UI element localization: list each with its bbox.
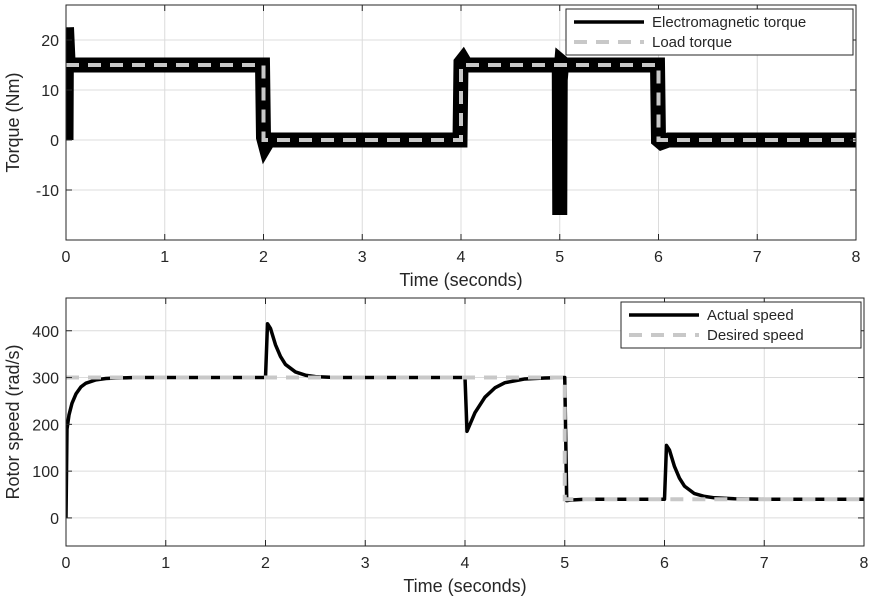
panel0-xtick-label-8: 8 (852, 249, 861, 266)
panel1-xtick-label-0: 0 (62, 555, 71, 572)
panel0-xtick-label-6: 6 (654, 249, 663, 266)
panel1-legend-box (620, 301, 862, 349)
panel1-legend-label-0: Actual speed (707, 307, 794, 324)
panel0-xtick-label-0: 0 (62, 249, 71, 266)
panel1-series-1-line (66, 375, 864, 502)
panel1-xtick-label-4: 4 (461, 555, 470, 572)
panel1-ytick-label-3: 300 (32, 371, 59, 388)
panel1-xtick-label-7: 7 (760, 555, 769, 572)
panel1-xtick-label-3: 3 (361, 555, 370, 572)
panel0-xtick-label-5: 5 (555, 249, 564, 266)
panel0-ytick-label-3: 20 (41, 33, 59, 50)
panel1: 0 1 2 3 4 5 6 7 8 0 100 200 300 400 Time (seconds) Roto… (3, 297, 869, 596)
panel0-ytick-label-0: -10 (36, 183, 59, 200)
panel1-ytick-label-4: 400 (32, 324, 59, 341)
panel0-ytick-label-2: 10 (41, 83, 59, 100)
panel1-xtick-label-8: 8 (860, 555, 869, 572)
panel0-xlabel: Time (seconds) (399, 270, 522, 290)
panel1-series (66, 321, 864, 518)
panel1-series-0-line (66, 321, 864, 518)
panel0-series (66, 27, 856, 216)
panel0-legend-label-0: Electromagnetic torque (652, 14, 806, 31)
panel1-legend: Actual speed Desired speed (620, 301, 862, 349)
panel0-xtick-label-7: 7 (753, 249, 762, 266)
panel0-legend-label-1: Load torque (652, 34, 732, 51)
panel0-legend: Electromagnetic torque Load torque (565, 8, 854, 56)
panel0-ylabel: Torque (Nm) (3, 72, 23, 172)
panel1-xtick-label-6: 6 (660, 555, 669, 572)
panel0-xtick-label-1: 1 (160, 249, 169, 266)
panel0-ticks (65, 5, 857, 240)
panel0-legend-box (565, 8, 854, 56)
panel1-legend-label-1: Desired speed (707, 327, 804, 344)
panel1-xtick-label-2: 2 (261, 555, 270, 572)
panel1-ytick-label-1: 100 (32, 464, 59, 481)
panel1-xtick-label-1: 1 (161, 555, 170, 572)
panel0-xtick-label-4: 4 (457, 249, 466, 266)
panel0-series-1-line (66, 63, 856, 142)
panel1-ytick-label-2: 200 (32, 417, 59, 434)
panel1-ytick-label-0: 0 (50, 511, 59, 528)
panel1-xlabel: Time (seconds) (403, 576, 526, 596)
panel1-xtick-label-5: 5 (560, 555, 569, 572)
panel1-ylabel: Rotor speed (rad/s) (3, 344, 23, 499)
panel0-ytick-label-1: 0 (50, 133, 59, 150)
panel0: 0 1 2 3 4 5 6 7 8 -10 0 10 20 Time (seconds) Torque (N… (3, 4, 861, 290)
panel0-xtick-label-3: 3 (358, 249, 367, 266)
panel0-xtick-label-2: 2 (259, 249, 268, 266)
